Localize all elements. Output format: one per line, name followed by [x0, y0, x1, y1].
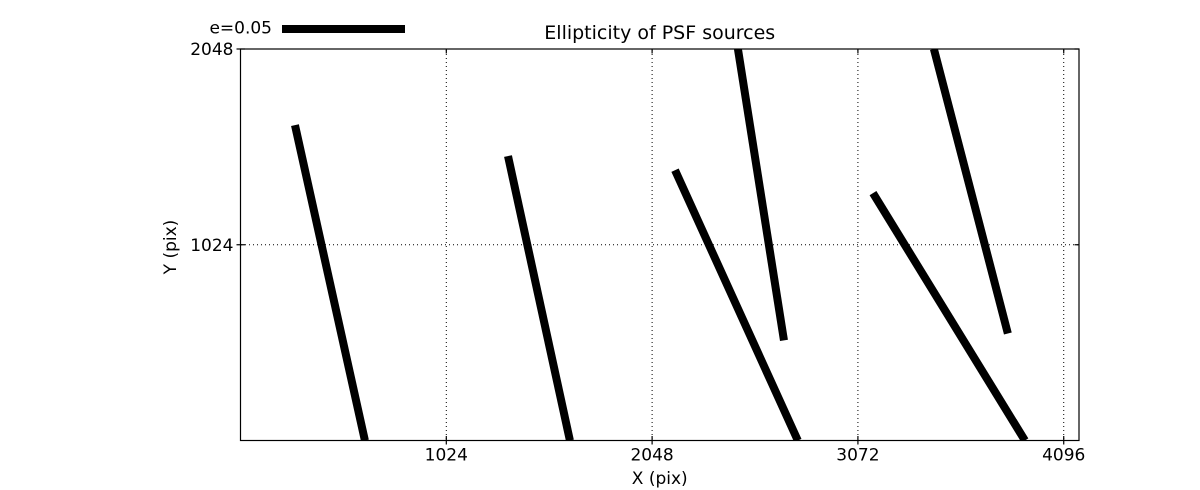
grid-layer: [241, 50, 1079, 440]
y-tick-label: 1024: [190, 236, 233, 256]
plot-frame: [239, 48, 1080, 442]
legend-scale-bar: [282, 25, 405, 33]
psf-ellipticity-stick: [671, 168, 802, 441]
legend-label: e=0.05: [209, 19, 272, 39]
y-tick-labels: 1024 2048: [190, 40, 233, 256]
y-axis-label: Y (pix): [161, 220, 181, 276]
x-tick-label: 3072: [836, 446, 879, 466]
x-tick-label: 1024: [425, 446, 468, 466]
x-tick-label: 2048: [630, 446, 673, 466]
x-tick-label: 4096: [1042, 446, 1085, 466]
psf-ellipticity-stick: [869, 191, 1029, 441]
y-tick-label: 2048: [190, 40, 233, 60]
psf-ellipticity-stick: [930, 49, 1012, 335]
psf-ellipticity-stick: [733, 49, 788, 341]
x-axis-label: X (pix): [632, 469, 688, 489]
psf-ellipticity-stick: [291, 124, 369, 441]
chart-title: Ellipticity of PSF sources: [544, 22, 775, 44]
x-tick-labels: 1024 2048 3072 4096: [425, 446, 1086, 466]
psf-stick-layer: [291, 49, 1029, 441]
psf-ellipticity-stick: [504, 155, 574, 441]
